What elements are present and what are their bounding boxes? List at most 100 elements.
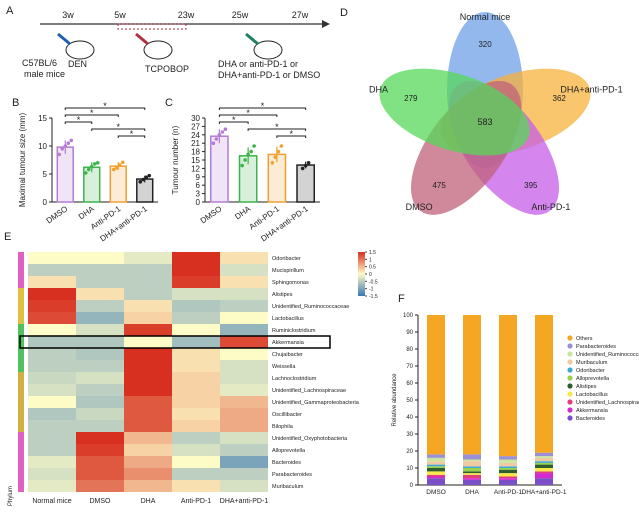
heatmap-cell (76, 252, 124, 264)
heatmap-cell (124, 336, 172, 348)
heatmap-cell (76, 396, 124, 408)
phylum-strip (18, 252, 24, 492)
y-tick-label: 40 (406, 415, 413, 421)
heatmap-cell (172, 264, 220, 276)
heatmap-cell (220, 420, 268, 432)
heatmap-cell (124, 300, 172, 312)
heatmap-cell (124, 396, 172, 408)
row-label: Ruminiclostridium (272, 328, 316, 334)
phylum-cell (18, 432, 24, 492)
heatmap-cell (76, 444, 124, 456)
bar-segment (535, 452, 553, 457)
colorbar-tick-label: 0.5 (369, 265, 376, 271)
x-tick-label: DHA (233, 204, 253, 221)
week-label: 5w (114, 10, 126, 20)
y-tick-label: 0 (410, 483, 414, 489)
significance-label: * (275, 122, 279, 132)
week-label: 3w (62, 10, 74, 20)
y-tick-label: 9 (196, 173, 201, 182)
heatmap-cell (28, 432, 76, 444)
heatmap-cell (220, 444, 268, 456)
colorbar-tick-label: -1.5 (369, 294, 378, 300)
heatmap-cell (124, 480, 172, 492)
y-tick-label: 6 (196, 181, 201, 190)
heatmap-cell (76, 372, 124, 384)
colorbar-tick-label: 1 (369, 257, 372, 263)
data-point (114, 166, 119, 170)
heatmap-cell (76, 408, 124, 420)
y-tick-label: 24 (191, 131, 200, 140)
significance-label: * (130, 129, 134, 139)
legend-swatch (567, 375, 573, 381)
data-point (273, 155, 278, 159)
phylum-label: Phylum (8, 486, 14, 506)
heatmap-cell (172, 396, 220, 408)
row-label: Odoribacter (272, 256, 301, 262)
bar-segment (499, 462, 517, 467)
bar-segment (535, 478, 553, 485)
heatmap-cell (124, 420, 172, 432)
bar-segment (427, 461, 445, 465)
heatmap-cell (124, 252, 172, 264)
week-label: 27w (292, 10, 309, 20)
legend-label: Alistipes (576, 384, 597, 390)
y-tick-label: 70 (406, 364, 413, 370)
heatmap-cell (220, 348, 268, 360)
row-label: Bacteroides (272, 460, 301, 466)
venn-set-name: DHA+anti-PD-1 (560, 85, 622, 95)
legend-swatch (567, 391, 573, 397)
data-point (86, 167, 91, 172)
data-point (83, 171, 88, 175)
bar-segment (499, 469, 517, 474)
heatmap-cell (76, 348, 124, 360)
y-tick-label: 50 (406, 398, 413, 404)
legend-swatch (567, 335, 573, 341)
y-axis-label: Maximal tumour size (mm) (18, 113, 27, 208)
data-point (60, 147, 65, 151)
strain: C57BL/6 (22, 58, 57, 68)
heatmap-cell (172, 420, 220, 432)
row-label: Alloprevotella (272, 448, 306, 454)
heatmap-cell (76, 360, 124, 372)
heatmap-cell (28, 384, 76, 396)
heatmap-cell (76, 336, 124, 348)
bar-segment (427, 464, 445, 467)
legend-label: Muribaculum (576, 360, 608, 366)
column-label: Anti-PD-1 (181, 498, 211, 505)
panel-a: A 3w 5w 23w 25w 27w C57BL/6 male mice DE… (6, 5, 330, 80)
legend-swatch (567, 343, 573, 349)
x-tick-label: DHA (465, 489, 479, 496)
heatmap-cell (124, 456, 172, 468)
bar-segment (427, 468, 445, 472)
heatmap-cell (76, 288, 124, 300)
legend-label: Parabacteroides (576, 344, 616, 350)
heatmap-cell (28, 408, 76, 420)
den-label: DEN (68, 59, 87, 69)
y-tick-label: 18 (191, 148, 200, 157)
y-tick-label: 20 (406, 449, 413, 455)
x-tick-label: DHA+anti-PD-1 (522, 489, 567, 496)
heatmap-cell (220, 456, 268, 468)
data-point (63, 144, 68, 148)
heatmap-cell (28, 300, 76, 312)
heatmap-cell (28, 396, 76, 408)
bar-segment (463, 466, 481, 468)
significance-label: * (77, 115, 81, 125)
venn-count: 475 (432, 181, 446, 190)
significance-bracket (117, 135, 146, 138)
heatmap-cell (172, 372, 220, 384)
panel-label: C (165, 97, 173, 109)
data-point (211, 141, 216, 145)
heatmap-cell (172, 408, 220, 420)
heatmap-cell (220, 432, 268, 444)
data-point (89, 164, 94, 169)
heatmap-cell (28, 480, 76, 492)
heatmap-cell (76, 468, 124, 480)
week-label: 25w (232, 10, 249, 20)
column-label: DHA+anti-PD-1 (220, 498, 269, 505)
heatmap-cell (220, 324, 268, 336)
row-label: Parabacteroides (272, 472, 312, 478)
bar-segment (535, 462, 553, 465)
heatmap-cell (124, 288, 172, 300)
bar-segment (499, 459, 517, 463)
